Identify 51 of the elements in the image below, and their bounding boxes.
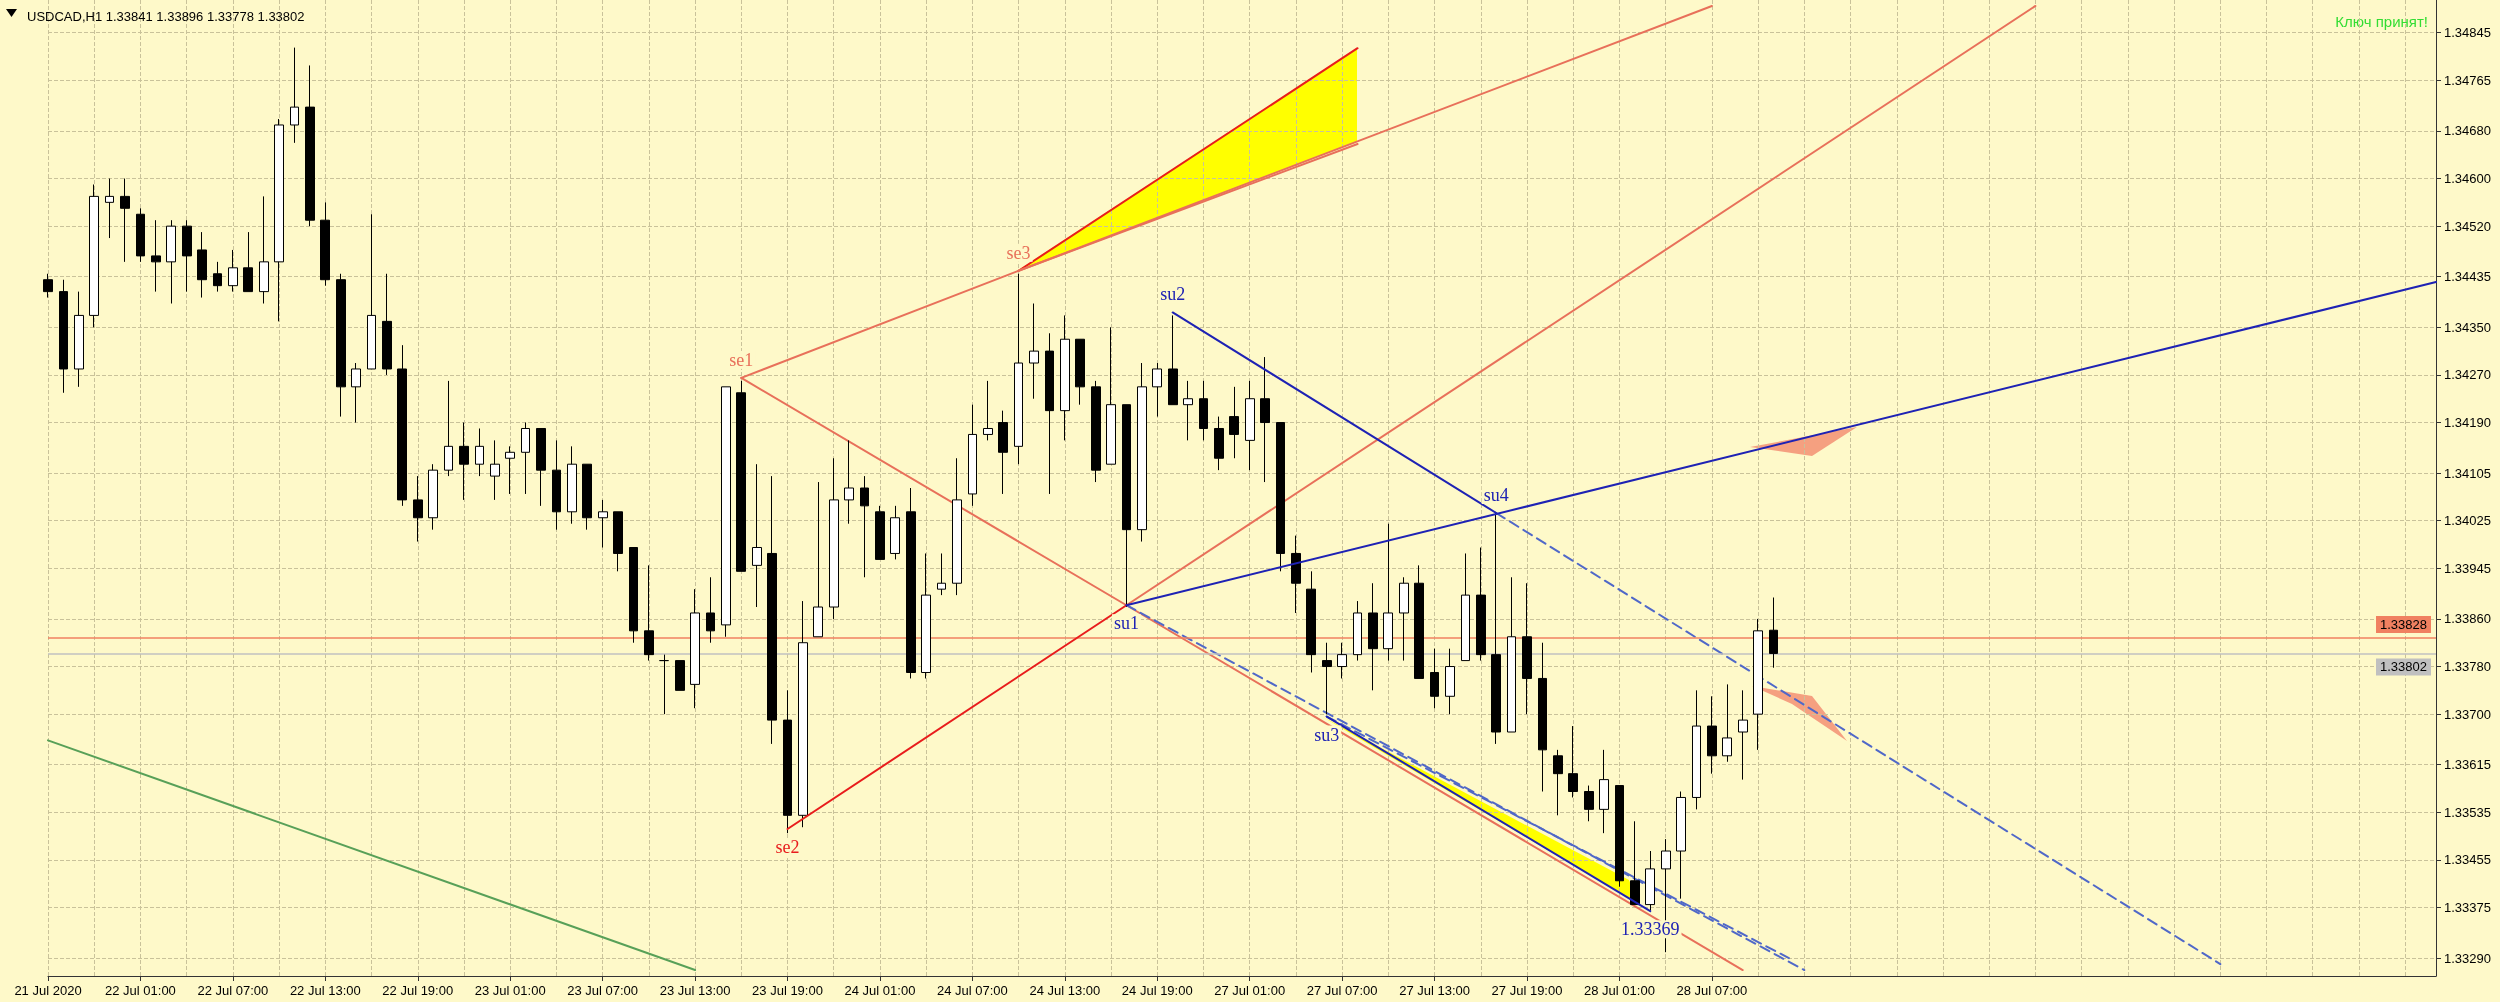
y-tick-label: 1.33535	[2444, 804, 2491, 820]
x-tick-label: 22 Jul 07:00	[197, 983, 269, 998]
y-tick-label: 1.33290	[2444, 950, 2491, 966]
data-label: su2	[1160, 284, 1186, 305]
x-tick-label: 27 Jul 13:00	[1399, 983, 1470, 998]
y-tick-label: 1.33615	[2444, 757, 2491, 773]
y-tick-label: 1.34025	[2444, 513, 2491, 529]
x-tick-label: 23 Jul 13:00	[659, 983, 731, 998]
x-tick-label: 23 Jul 19:00	[752, 983, 823, 998]
data-label: se3	[1006, 242, 1031, 263]
annotation: Ключ принят!	[2335, 13, 2429, 30]
y-tick-label: 1.34435	[2444, 269, 2491, 285]
y-tick-label: 1.33860	[2444, 611, 2491, 627]
y-tick-label: 1.33375	[2444, 900, 2491, 916]
x-tick-label: 22 Jul 13:00	[289, 983, 361, 998]
x-tick-label: 24 Jul 01:00	[844, 983, 916, 998]
x-tick-label: 21 Jul 2020	[14, 983, 82, 998]
y-tick-label: 1.34105	[2444, 465, 2491, 481]
y-tick-label: 1.34190	[2444, 415, 2491, 431]
y-tick-label: 1.34765	[2444, 72, 2491, 88]
x-tick-label: 24 Jul 19:00	[1121, 983, 1193, 998]
y-tick-label: 1.34270	[2444, 367, 2491, 383]
data-label: su1	[1113, 613, 1139, 634]
x-tick-label: 23 Jul 07:00	[567, 983, 639, 998]
ref-line-label: 1.33828	[2380, 616, 2427, 632]
y-tick-label: 1.34520	[2444, 218, 2491, 234]
text: USDCAD,H1 1.33841 1.33896 1.33778 1.33802	[27, 9, 305, 24]
y-tick-label: 1.34350	[2444, 319, 2491, 335]
data-label: se1	[729, 349, 754, 370]
data-label: 1.33369	[1621, 919, 1680, 940]
y-tick-label: 1.34680	[2444, 123, 2491, 139]
y-tick-label: 1.33700	[2444, 706, 2491, 722]
x-tick-label: 27 Jul 01:00	[1214, 983, 1286, 998]
y-tick-label: 1.34845	[2444, 25, 2491, 41]
x-tick-label: 24 Jul 07:00	[936, 983, 1008, 998]
x-tick-label: 22 Jul 19:00	[382, 983, 454, 998]
data-label: su3	[1314, 724, 1340, 745]
y-tick-label: 1.33945	[2444, 560, 2491, 576]
y-tick-label: 1.34600	[2444, 171, 2491, 187]
x-tick-label: 22 Jul 01:00	[105, 983, 176, 998]
y-tick-label: 1.33780	[2444, 659, 2491, 675]
data-label: se2	[775, 837, 800, 857]
x-tick-label: 27 Jul 07:00	[1306, 983, 1378, 998]
x-tick-label: 28 Jul 07:00	[1676, 983, 1748, 998]
x-tick-label: 23 Jul 01:00	[474, 983, 546, 998]
x-tick-label: 27 Jul 19:00	[1491, 983, 1563, 998]
x-tick-label: 24 Jul 13:00	[1029, 983, 1101, 998]
data-label: su4	[1483, 485, 1509, 505]
x-tick-label: 28 Jul 01:00	[1584, 983, 1655, 998]
ref-line-label: 1.33802	[2380, 659, 2427, 675]
y-tick-label: 1.33455	[2444, 852, 2491, 868]
